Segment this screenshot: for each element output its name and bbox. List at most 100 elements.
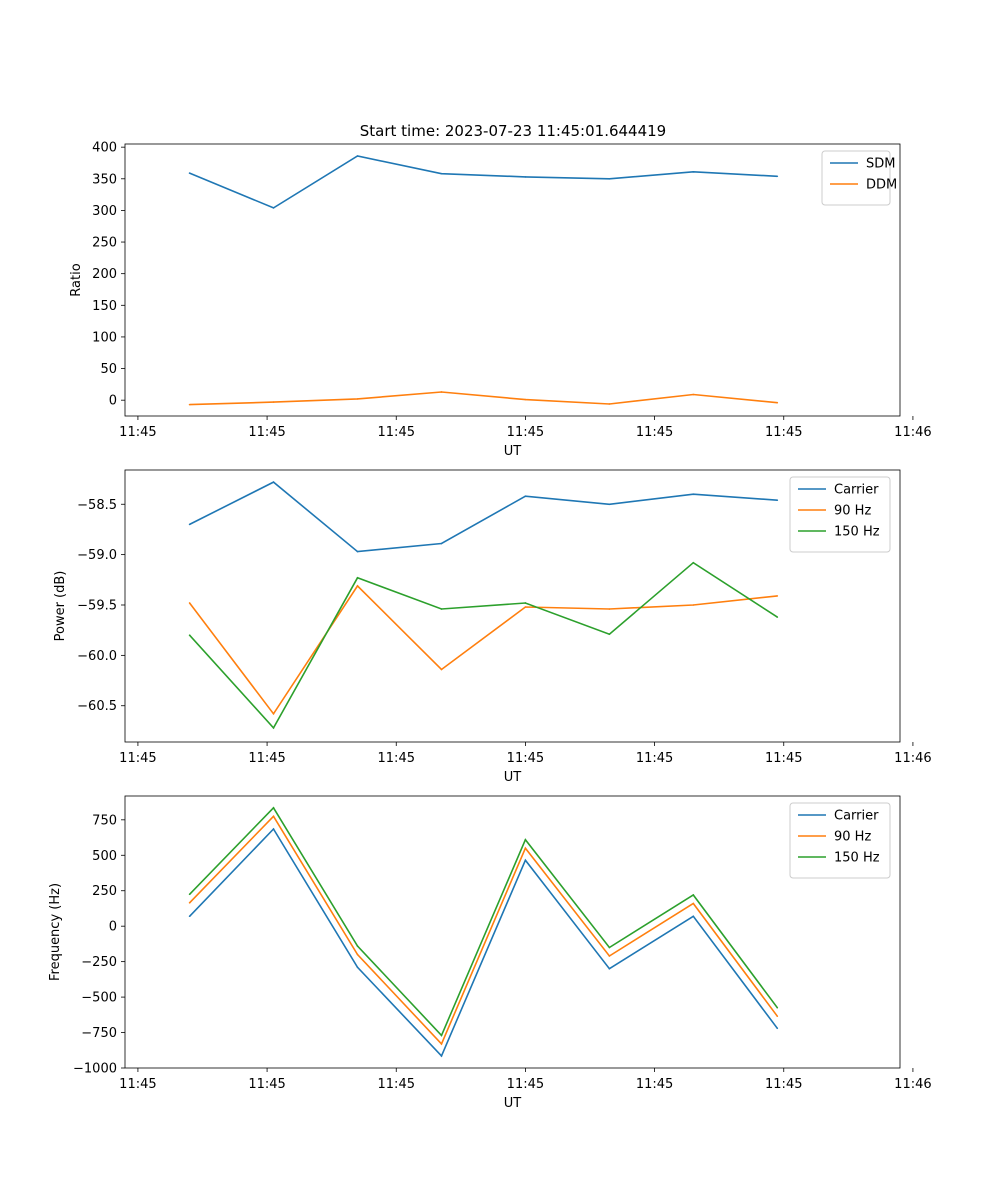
y-tick-label: −59.0 (77, 548, 117, 563)
x-tick-label: 11:45 (248, 425, 285, 440)
y-tick-label: −58.5 (77, 498, 117, 513)
panels: 11:45 11:45 11:45 11:45 11:45 11:45 11:46 0 50 10… (48, 141, 932, 1111)
data-point (356, 953, 359, 956)
data-point (188, 915, 191, 918)
data-point (524, 859, 527, 862)
series-line-150-hz (189, 561, 778, 730)
axes-frame (124, 795, 901, 1069)
series-line-90-hz (188, 584, 778, 716)
data-point (188, 893, 191, 896)
data-point (692, 393, 695, 396)
data-point (356, 945, 359, 947)
data-point (524, 606, 527, 608)
data-point (608, 633, 611, 636)
data-point (440, 172, 443, 175)
data-point (524, 176, 527, 178)
data-point (524, 398, 527, 401)
y-tick-label: 0 (109, 920, 117, 935)
data-point (524, 838, 527, 841)
y-tick-label: −1000 (73, 1062, 117, 1077)
data-point (272, 727, 275, 729)
legend-entry-label: SDM (866, 157, 895, 172)
y-axis-label: Ratio (69, 263, 84, 296)
x-tick-label: 11:45 (507, 1077, 544, 1092)
series-line-carrier (189, 827, 778, 1058)
chart-panel-1: 11:45 11:45 11:45 11:45 11:45 11:45 11:46 0 50 10… (69, 141, 932, 459)
data-point (776, 401, 779, 404)
data-point (272, 207, 275, 209)
y-axis-label: Frequency (Hz) (48, 883, 63, 981)
data-point (608, 946, 611, 949)
series-line-90-hz (189, 815, 778, 1046)
x-tick-label: 11:46 (894, 425, 931, 440)
data-point (692, 604, 695, 606)
legend-entry-label: 90 Hz (834, 830, 871, 845)
data-point (608, 403, 611, 405)
figure-title: Start time: 2023-07-23 11:45:01.644419 (360, 122, 666, 140)
legend-entry-label: Carrier (834, 483, 879, 498)
legend-entry-label: 150 Hz (834, 851, 880, 866)
x-tick-label: 11:46 (894, 1077, 931, 1092)
data-point (188, 634, 191, 637)
data-point (776, 1015, 779, 1018)
legend-entry-label: Carrier (834, 809, 879, 824)
x-tick-label: 11:45 (119, 1077, 156, 1092)
y-tick-label: −750 (81, 1026, 117, 1041)
x-tick-label: 11:45 (378, 1077, 415, 1092)
y-tick-label: 750 (92, 813, 117, 828)
y-tick-label: 150 (92, 299, 117, 314)
y-tick-label: 400 (92, 141, 117, 156)
x-axis-label: UT (504, 1096, 522, 1111)
legend-entry-label: 150 Hz (834, 525, 880, 540)
data-point (440, 391, 443, 393)
data-point (272, 712, 275, 715)
x-tick-label: 11:45 (507, 425, 544, 440)
data-point (272, 815, 275, 818)
data-point (440, 1043, 443, 1045)
series-line-ddm (189, 391, 778, 406)
series-line-sdm (189, 155, 778, 209)
data-point (776, 175, 779, 178)
data-point (272, 481, 275, 483)
y-tick-label: 250 (92, 236, 117, 251)
x-tick-label: 11:45 (248, 1077, 285, 1092)
legend-box (821, 150, 891, 206)
data-point (608, 503, 611, 506)
y-tick-label: −60.0 (77, 649, 117, 664)
data-point (272, 401, 275, 403)
data-point (692, 171, 695, 173)
data-point (608, 955, 611, 957)
series-line-150-hz (189, 806, 778, 1037)
x-tick-label: 11:45 (378, 425, 415, 440)
data-point (356, 576, 359, 579)
data-point (440, 1055, 443, 1057)
data-point (776, 616, 779, 618)
data-point (356, 550, 359, 553)
data-point (356, 155, 359, 157)
y-tick-label: −250 (81, 955, 117, 970)
y-tick-label: −59.5 (77, 598, 117, 613)
y-tick-label: 50 (100, 362, 117, 377)
data-point (608, 608, 611, 610)
data-point (524, 602, 527, 604)
legend: Carrier 90 Hz 150 Hz (789, 802, 891, 879)
data-point (608, 177, 611, 180)
x-tick-label: 11:45 (765, 1077, 802, 1092)
data-point (776, 1006, 779, 1009)
data-point (272, 828, 275, 830)
data-point (356, 585, 359, 587)
data-point (524, 495, 527, 497)
x-axis-label: UT (504, 770, 522, 785)
chart-panel-3: 11:45 11:45 11:45 11:45 11:45 11:45 11:46 −1000… (48, 795, 932, 1111)
data-point (608, 967, 611, 970)
data-point (524, 847, 527, 849)
data-point (692, 493, 695, 495)
data-point (692, 894, 695, 896)
y-tick-label: 250 (92, 884, 117, 899)
x-tick-label: 11:45 (119, 425, 156, 440)
data-point (440, 542, 443, 545)
x-tick-label: 11:45 (765, 751, 802, 766)
legend-box (789, 476, 891, 553)
x-tick-label: 11:45 (248, 751, 285, 766)
x-tick-label: 11:45 (636, 1077, 673, 1092)
